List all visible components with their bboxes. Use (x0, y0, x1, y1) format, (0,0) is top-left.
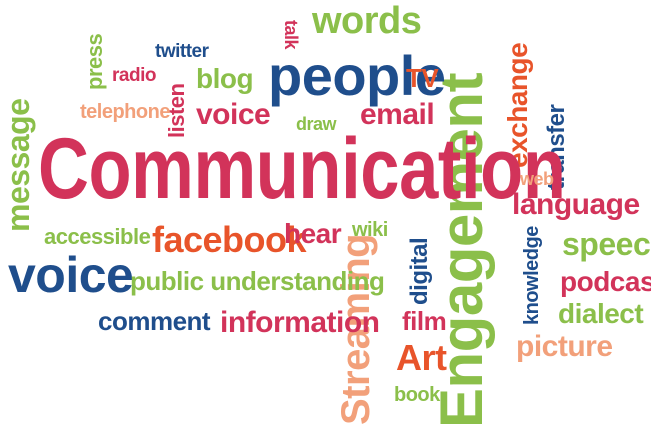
word-press: press (82, 33, 107, 90)
word-book: book (394, 384, 440, 406)
word-hear: hear (284, 218, 342, 249)
word-accessible: accessible (44, 224, 151, 249)
word-voice-big: voice (8, 247, 134, 303)
word-picture: picture (516, 330, 613, 363)
word-telephone: telephone (80, 101, 170, 123)
word-people: people (268, 44, 446, 107)
word-voice-top: voice (196, 98, 271, 131)
word-web: web (520, 169, 554, 189)
word-twitter: twitter (155, 41, 209, 62)
word-blog: blog (196, 63, 254, 94)
word-public-understanding: public understanding (130, 266, 385, 296)
word-communication: Communication (38, 121, 566, 217)
word-radio: radio (112, 65, 156, 86)
word-wiki: wiki (352, 219, 388, 241)
word-information: information (220, 306, 380, 339)
word-tv: TV (406, 63, 439, 93)
word-comment: comment (98, 306, 211, 336)
word-speech: speech (562, 226, 651, 262)
word-podcast: podcast (560, 266, 651, 297)
word-art: Art (396, 337, 447, 378)
word-knowledge: knowledge (521, 226, 543, 325)
word-words: words (312, 0, 422, 42)
word-dialect: dialect (558, 298, 644, 329)
word-email: email (360, 98, 435, 131)
word-digital: digital (406, 237, 433, 305)
word-film: film (402, 306, 447, 336)
word-draw: draw (296, 114, 337, 134)
word-facebook: facebook (152, 219, 307, 260)
word-message: message (0, 98, 36, 232)
word-language: language (512, 188, 640, 221)
